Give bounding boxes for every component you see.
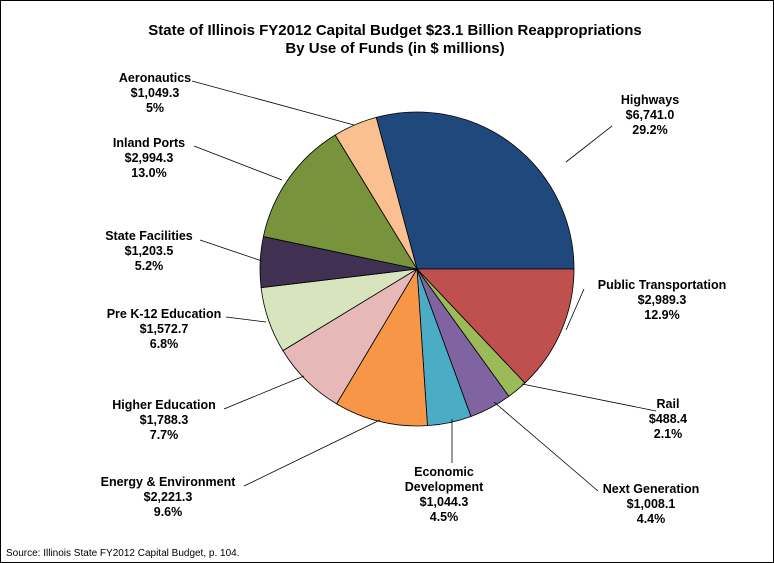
leader-line xyxy=(243,419,381,487)
slice-label: Energy & Environment $2,221.3 9.6% xyxy=(101,475,237,519)
leader-line xyxy=(225,316,267,323)
pie-slice-public-transportation xyxy=(416,268,575,384)
slice-label: Pre K-12 Education $1,572.7 6.8% xyxy=(107,307,222,351)
slice-label: Inland Ports $2,994.3 13.0% xyxy=(113,136,185,180)
slice-label: Public Transportation $2,989.3 12.9% xyxy=(598,278,727,322)
chart-title-line-2: By Use of Funds (in $ millions) xyxy=(285,40,504,57)
leader-line xyxy=(191,80,355,126)
slice-label: Aeronautics $1,049.3 5% xyxy=(119,71,191,115)
slice-label: Higher Education $1,788.3 7.7% xyxy=(112,398,215,442)
leader-line xyxy=(493,401,599,492)
leader-line xyxy=(565,288,585,331)
slice-label: Economic Development $1,044.3 4.5% xyxy=(405,465,484,524)
leader-lines xyxy=(191,80,657,492)
slice-labels: Highways $6,741.0 29.2% Public Transportati… xyxy=(101,71,727,526)
leader-line xyxy=(193,145,283,181)
slice-label: Highways $6,741.0 29.2% xyxy=(621,93,679,137)
pie-slice-energy-environment xyxy=(336,267,428,427)
pie-slice-highways xyxy=(375,111,575,270)
leader-line xyxy=(223,375,305,410)
leader-line xyxy=(565,125,613,163)
source-note: Source: Illinois State FY2012 Capital Bu… xyxy=(6,548,239,559)
slice-label: Next Generation $1,008.1 4.4% xyxy=(603,482,700,526)
pie-slice-inland-ports xyxy=(262,134,418,270)
slice-label: State Facilities $1,203.5 5.2% xyxy=(105,229,193,273)
pie-slices xyxy=(259,111,575,427)
chart-title-line-1: State of Illinois FY2012 Capital Budget … xyxy=(148,22,641,39)
slice-label: Rail $488.4 2.1% xyxy=(649,397,687,441)
leader-line xyxy=(199,239,263,262)
pie-slice-aeronautics xyxy=(334,116,418,270)
leader-line xyxy=(521,383,657,412)
